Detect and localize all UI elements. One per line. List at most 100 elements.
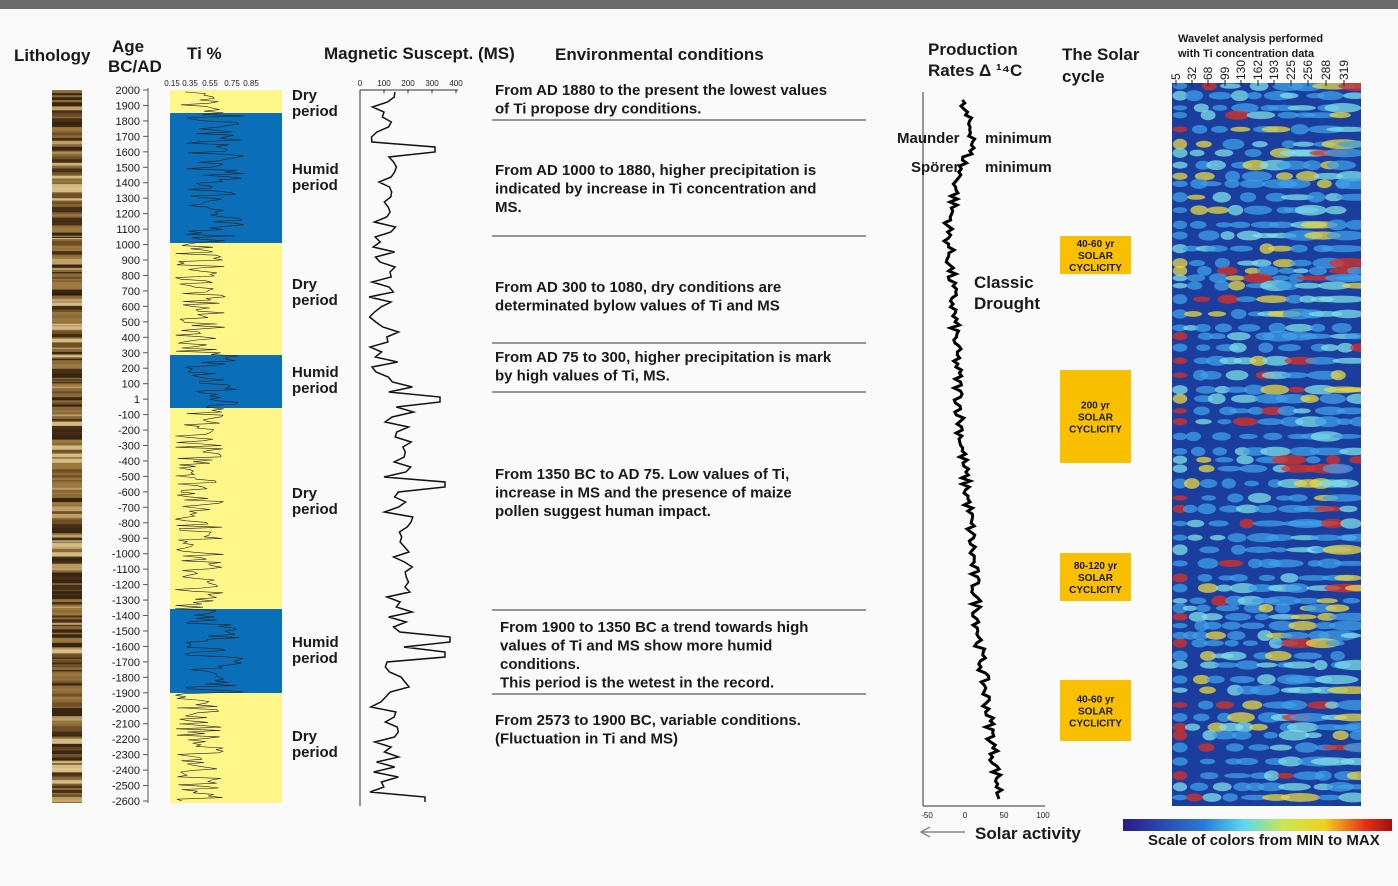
age-label: -2300 (112, 750, 140, 762)
wavelet-blob (1330, 650, 1345, 661)
period-label: Humid (292, 161, 339, 178)
age-label: 400 (122, 332, 140, 344)
wavelet-blob (1192, 674, 1210, 685)
core-layer (52, 302, 82, 308)
wavelet-blob (1334, 560, 1361, 566)
wavelet-period: 130 (1234, 60, 1248, 80)
solar-box (1060, 553, 1131, 601)
wavelet-blob (1280, 631, 1310, 640)
wavelet-blob (1242, 640, 1258, 646)
wavelet-blob (1195, 140, 1212, 148)
env-text: (Fluctuation in Ti and MS) (495, 731, 678, 748)
wavelet-blob (1225, 170, 1241, 182)
wavelet-blob (1172, 638, 1188, 648)
wavelet-blob (1254, 504, 1278, 513)
wavelet-blob (1346, 393, 1361, 404)
core-layer (52, 402, 82, 406)
core-layer (52, 580, 82, 584)
age-label: -1600 (112, 641, 140, 653)
core-layer (52, 458, 82, 463)
core-layer (52, 272, 82, 274)
wavelet-blob (1331, 309, 1361, 319)
wavelet-blob (1172, 372, 1188, 378)
wavelet-blob (1322, 544, 1361, 555)
wavelet-blob (1329, 257, 1361, 269)
wavelet-blob (1205, 245, 1228, 252)
wavelet-blob (1264, 650, 1292, 661)
core-layer (52, 629, 82, 633)
wavelet-blob (1349, 456, 1361, 464)
wavelet-blob (1214, 149, 1234, 157)
age-label: 800 (122, 270, 140, 282)
wavelet-blob (1194, 171, 1215, 181)
wavelet-blob (1172, 343, 1188, 352)
wavelet-blob (1339, 447, 1361, 456)
wavelet-blob (1325, 205, 1347, 215)
wavelet-blob (1172, 623, 1188, 629)
wavelet-blob (1293, 141, 1315, 147)
core-layer (52, 397, 82, 401)
wavelet-blob (1306, 456, 1321, 464)
wavelet-blob (1268, 322, 1286, 333)
wavelet-blob (1336, 418, 1353, 425)
wavelet-blob (1198, 464, 1215, 473)
top-border (0, 0, 1398, 9)
solar-box (1060, 370, 1131, 463)
core-layer (52, 534, 82, 541)
wavelet-blob (1182, 504, 1198, 513)
wavelet-blob (1215, 701, 1234, 709)
wavelet-blob (1219, 505, 1242, 513)
ms-curve (367, 91, 451, 802)
wavelet-blob (1230, 308, 1247, 319)
wavelet-blob (1237, 595, 1264, 606)
wavelet-blob (1191, 124, 1208, 134)
core-layer (52, 750, 82, 755)
env-text: indicated by increase in Ti concentratio… (495, 181, 816, 198)
wavelet-blob (1172, 794, 1188, 801)
wavelet-blob (1335, 784, 1361, 790)
wavelet-blob (1278, 756, 1304, 767)
wavelet-blob (1314, 674, 1359, 685)
core-layer (52, 693, 82, 697)
wavelet-blob (1314, 406, 1345, 416)
core-layer (52, 445, 82, 451)
wavelet-blob (1326, 230, 1361, 241)
ti-header: Ti % (187, 44, 222, 63)
minimum-label: Spörer (911, 159, 960, 176)
ms-tick: 0 (358, 79, 363, 88)
wavelet-blob (1229, 583, 1257, 594)
wavelet-blob (1184, 478, 1200, 489)
wavelet-blob (1344, 722, 1361, 733)
core-layer (52, 379, 82, 381)
wavelet-blob (1288, 494, 1308, 502)
core-layer (52, 794, 82, 798)
env-text: From AD 1880 to the present the lowest v… (495, 82, 827, 99)
core-layer (52, 664, 82, 666)
wavelet-blob (1318, 295, 1361, 303)
core-layer (52, 214, 82, 217)
wavelet-blob (1279, 92, 1299, 99)
wavelet-blob (1318, 281, 1351, 290)
wavelet-blob (1285, 675, 1323, 684)
age-label: -1100 (113, 564, 140, 576)
core-layer (52, 152, 82, 154)
wavelet-blob (1243, 273, 1273, 284)
wavelet-blob (1252, 520, 1286, 527)
wavelet-blob (1200, 110, 1216, 121)
env-text: pollen suggest human impact. (495, 503, 711, 520)
env-text: MS. (495, 199, 522, 216)
wavelet-blob (1261, 371, 1292, 380)
wavelet-blob (1309, 447, 1349, 456)
wavelet-blob (1221, 651, 1247, 661)
wavelet-blob (1172, 432, 1188, 441)
wavelet-blob (1295, 171, 1320, 182)
period-band (170, 609, 282, 693)
core-layer (52, 102, 82, 107)
wavelet-blob (1196, 604, 1211, 612)
period-band (170, 90, 282, 113)
wavelet-blob (1321, 245, 1361, 253)
age-header: Age (112, 37, 144, 56)
production-header: Rates Δ ¹⁴C (928, 61, 1022, 80)
wavelet-blob (1275, 172, 1293, 181)
solar-box-text: SOLAR (1078, 707, 1114, 718)
